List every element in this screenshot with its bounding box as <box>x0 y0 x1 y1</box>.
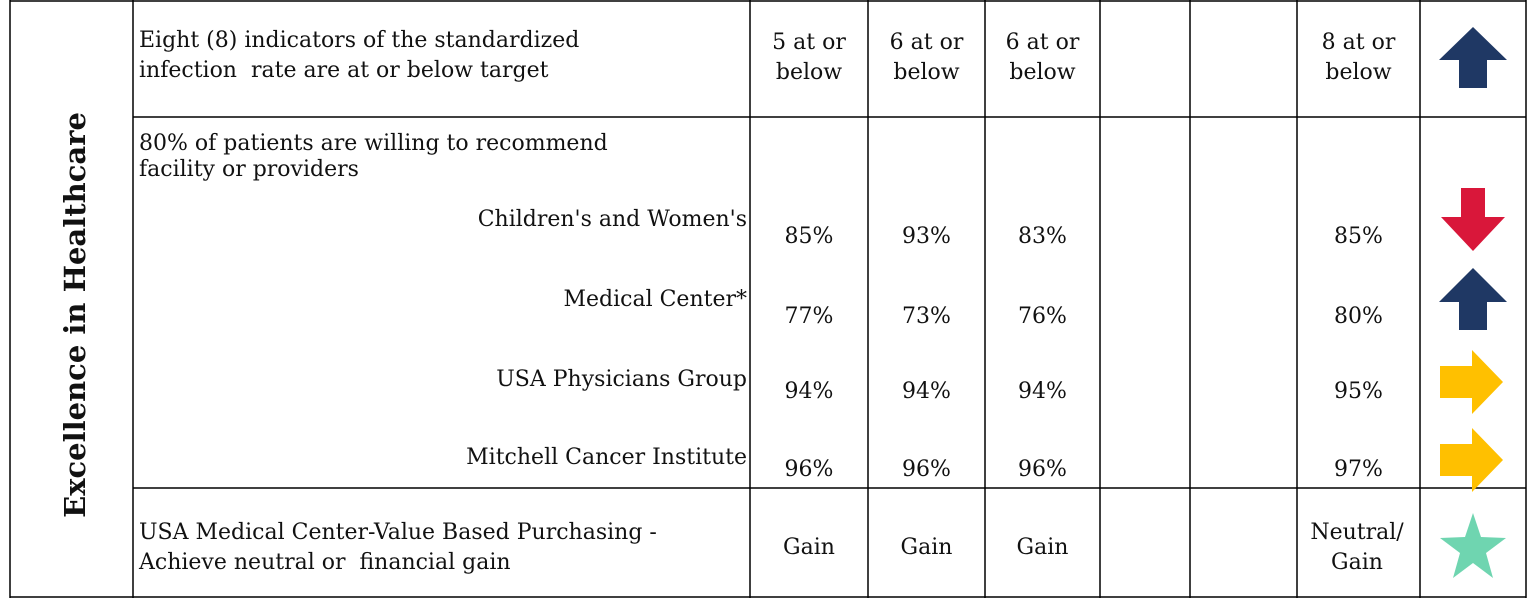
result: 6 at or below <box>889 30 964 85</box>
up-arrow <box>1439 27 1507 88</box>
star <box>1440 513 1506 578</box>
measure-line: facility or providers <box>139 157 359 182</box>
up-arrow <box>1439 268 1507 330</box>
result: Gain <box>1016 535 1069 560</box>
borders <box>9 0 1527 598</box>
result: 93% <box>902 224 951 249</box>
section-title: Excellence in Healthcare <box>58 112 92 518</box>
measure-line: Achieve neutral or financial gain <box>139 550 511 575</box>
result: Gain <box>783 535 835 560</box>
subrow-label: Children's and Women's <box>477 207 747 232</box>
result: 96% <box>784 457 834 482</box>
result: 73% <box>902 304 951 329</box>
result: 6 at or below <box>1005 30 1080 85</box>
result: 83% <box>1018 224 1067 249</box>
result: 5 at or below <box>772 30 846 85</box>
right-arrow <box>1440 350 1503 414</box>
result: 94% <box>784 379 834 404</box>
result: Gain <box>900 535 953 560</box>
target: 97% <box>1334 457 1383 482</box>
subrow-label: USA Physicians Group <box>496 367 747 392</box>
target: 8 at or below <box>1321 30 1396 85</box>
target: 95% <box>1334 379 1383 404</box>
result: 94% <box>1018 379 1067 404</box>
result: 85% <box>784 224 834 249</box>
measure-line: 80% of patients are willing to recommend <box>139 131 608 156</box>
target: 85% <box>1334 224 1383 249</box>
subrow-label: Mitchell Cancer Institute <box>466 445 747 470</box>
result: 96% <box>902 457 951 482</box>
result: 94% <box>902 379 951 404</box>
subrow-label: Medical Center* <box>563 287 747 312</box>
target: Neutral/ Gain <box>1310 520 1404 575</box>
result: 76% <box>1018 304 1067 329</box>
measure-line: infection rate are at or below target <box>139 58 549 83</box>
right-arrow <box>1440 428 1503 492</box>
result: 96% <box>1018 457 1067 482</box>
target: 80% <box>1334 304 1383 329</box>
result: 77% <box>784 304 834 329</box>
measure-line: Eight (8) indicators of the standardized <box>139 28 580 53</box>
measure-line: USA Medical Center-Value Based Purchasin… <box>139 520 657 545</box>
down-arrow <box>1441 188 1505 251</box>
